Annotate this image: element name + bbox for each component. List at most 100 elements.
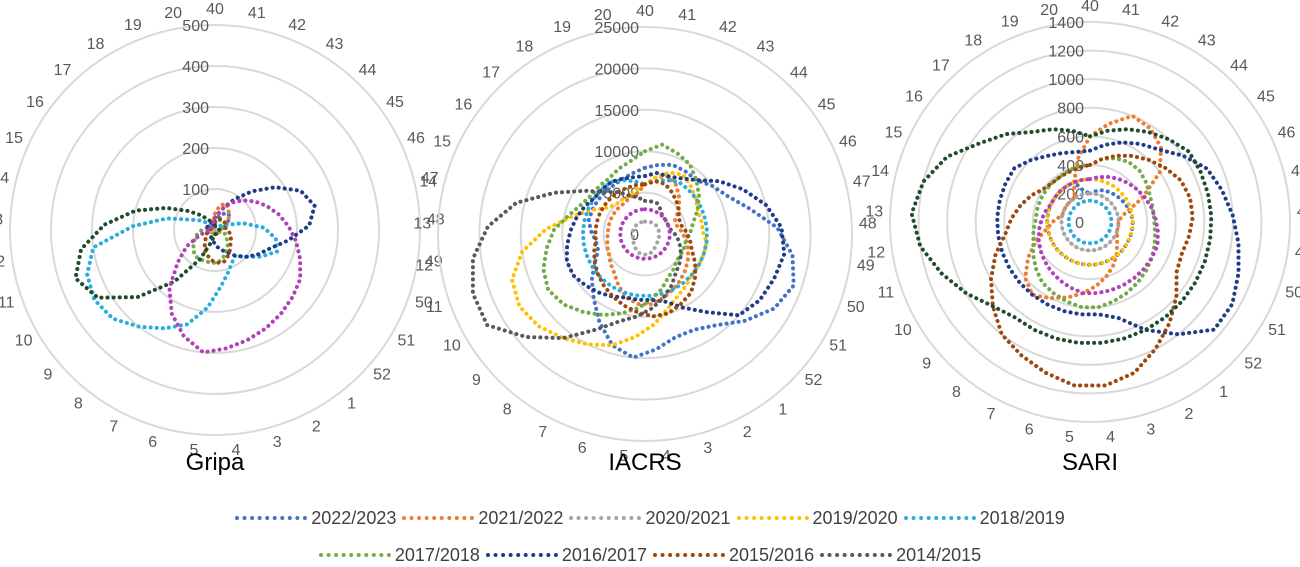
legend-row-1: 2022/2023 2021/2022 2020/2021 2019/2020 2018… [0, 506, 1300, 530]
radial-tick-label: 1000 [1048, 72, 1084, 89]
series-line [592, 179, 698, 319]
angular-tick-label: 13 [865, 204, 883, 221]
angular-tick-label: 10 [894, 322, 912, 339]
angular-tick-label: 1 [778, 401, 787, 418]
angular-tick-label: 42 [719, 19, 737, 36]
grid-ring [889, 21, 1291, 423]
grid-ring [602, 191, 688, 277]
radial-tick-label: 1200 [1048, 44, 1084, 61]
chart-title: IACRS [608, 449, 681, 476]
radial-tick-label: 300 [182, 100, 209, 117]
radial-tick-label: 0 [630, 227, 639, 244]
series-line [1023, 113, 1164, 301]
angular-tick-label: 48 [427, 211, 445, 228]
series-line [988, 153, 1195, 388]
radial-tick-label: 0 [1075, 215, 1084, 232]
angular-tick-label: 20 [594, 7, 612, 24]
angular-tick-label: 15 [5, 130, 23, 147]
angular-tick-label: 43 [326, 36, 344, 53]
angular-tick-label: 6 [578, 440, 587, 457]
legend-swatch [653, 553, 725, 557]
angular-tick-label: 47 [853, 173, 871, 190]
angular-tick-label: 10 [15, 333, 33, 350]
angular-tick-label: 46 [839, 133, 857, 150]
grid-ring [519, 108, 771, 360]
angular-tick-label: 5 [619, 448, 628, 465]
angular-tick-label: 46 [407, 130, 425, 147]
angular-tick-label: 16 [905, 89, 923, 106]
angular-tick-label: 13 [0, 211, 3, 228]
angular-tick-label: 3 [1146, 421, 1155, 438]
angular-tick-label: 8 [952, 384, 961, 401]
angular-tick-label: 19 [124, 17, 142, 34]
angular-tick-label: 40 [636, 3, 654, 20]
angular-tick-label: 15 [885, 124, 903, 141]
angular-tick-label: 50 [415, 294, 433, 311]
series-line [211, 225, 219, 234]
angular-tick-label: 19 [553, 19, 571, 36]
angular-tick-label: 9 [472, 372, 481, 389]
angular-tick-label: 42 [1161, 13, 1179, 30]
legend-swatch [402, 516, 475, 520]
angular-tick-label: 9 [922, 355, 931, 372]
legend-label: 2014/2015 [896, 544, 982, 565]
grid-ring [9, 24, 421, 436]
series-line [470, 188, 683, 341]
grid-ring [173, 188, 257, 272]
radial-tick-label: 400 [182, 59, 209, 76]
angular-tick-label: 47 [1291, 163, 1300, 180]
angular-tick-label: 19 [1001, 13, 1019, 30]
series-line [630, 219, 662, 257]
angular-tick-label: 40 [1081, 0, 1099, 15]
series-line [909, 127, 1214, 345]
angular-tick-label: 1 [1219, 384, 1228, 401]
angular-tick-label: 1 [347, 396, 356, 413]
angular-tick-label: 52 [373, 367, 391, 384]
legend-swatch [736, 516, 809, 520]
legend-label: 2016/2017 [561, 544, 647, 565]
angular-tick-label: 6 [148, 434, 157, 451]
grid-ring [974, 106, 1206, 338]
legend-swatch [235, 516, 308, 520]
angular-tick-label: 50 [847, 299, 865, 316]
angular-tick-label: 12 [867, 245, 885, 262]
angular-tick-label: 7 [109, 418, 118, 435]
angular-tick-label: 16 [454, 97, 472, 114]
legend-swatch [903, 516, 976, 520]
angular-tick-label: 9 [44, 367, 53, 384]
legend-item: 2020/2021 [569, 506, 731, 530]
radial-tick-label: 1400 [1048, 15, 1084, 32]
angular-tick-label: 20 [1040, 2, 1058, 19]
angular-tick-label: 41 [248, 5, 266, 22]
legend-label: 2018/2019 [979, 507, 1065, 528]
angular-tick-label: 11 [0, 294, 15, 311]
grid-ring [1031, 163, 1149, 281]
legend-label: 2019/2020 [812, 507, 898, 528]
radial-tick-label: 500 [182, 18, 209, 35]
angular-tick-label: 46 [1278, 124, 1296, 141]
angular-tick-label: 20 [164, 5, 182, 22]
grid-ring [50, 65, 380, 395]
legend-label: 2017/2018 [394, 544, 480, 565]
grid-ring [478, 67, 812, 401]
legend-item: 2021/2022 [402, 506, 563, 530]
legend-item: 2015/2016 [653, 543, 814, 567]
angular-tick-label: 51 [397, 333, 415, 350]
angular-tick-label: 45 [386, 94, 404, 111]
legend-item: 2019/2020 [736, 506, 898, 530]
grid-ring [946, 78, 1234, 366]
series-line [618, 207, 672, 261]
legend-label: 2020/2021 [645, 507, 731, 528]
angular-tick-label: 17 [932, 58, 950, 75]
angular-tick-label: 4 [1106, 429, 1115, 446]
angular-tick-label: 49 [425, 253, 443, 270]
legend-row-2: 2017/2018 2016/2017 2015/2016 2014/2015 [0, 543, 1300, 567]
legend-swatch [485, 553, 558, 557]
angular-tick-label: 50 [1285, 285, 1300, 302]
angular-tick-label: 18 [964, 32, 982, 49]
radial-tick-label: 200 [1057, 186, 1084, 203]
angular-tick-label: 45 [1257, 89, 1275, 106]
angular-tick-label: 44 [359, 62, 377, 79]
series-line [580, 178, 710, 298]
